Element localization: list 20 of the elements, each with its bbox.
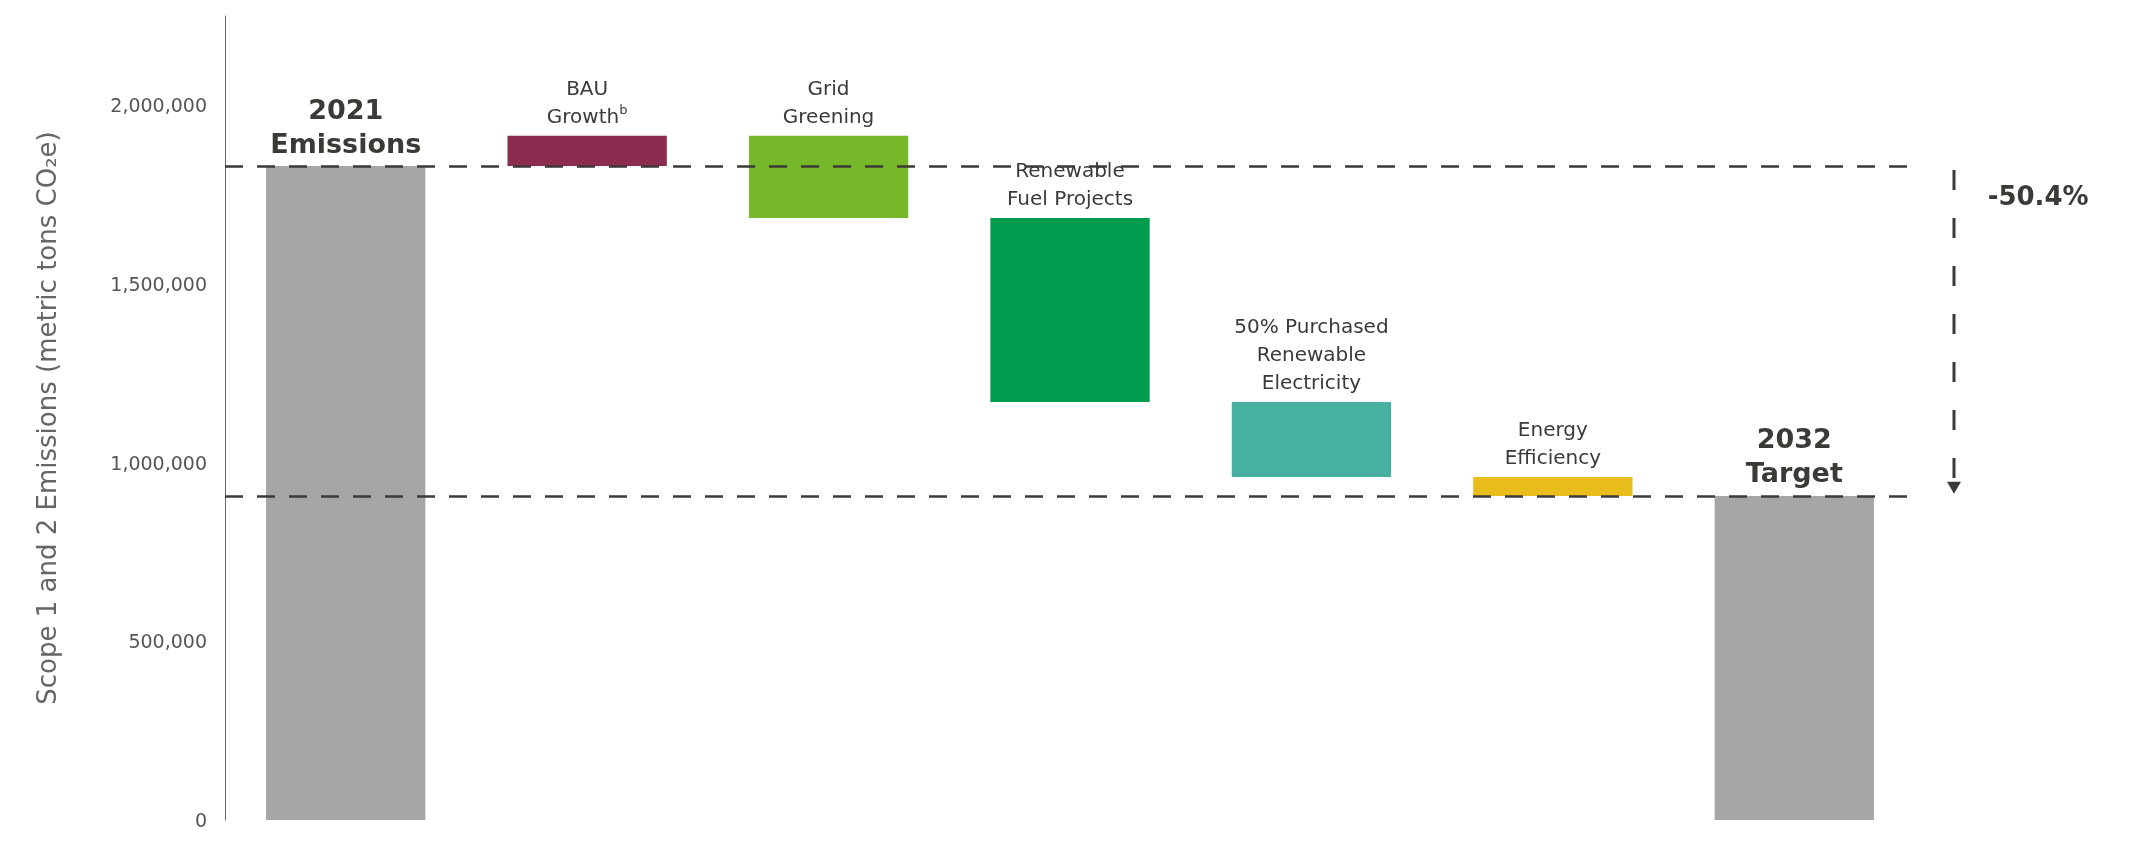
- x-tick-label: Energy Efficiency: [1504, 416, 1602, 469]
- y-tick-label: 0: [194, 809, 207, 831]
- x-tick-label: 2032 Target: [1745, 423, 1843, 489]
- y-tick-label: 1,500,000: [110, 273, 207, 295]
- y-tick-label: 500,000: [128, 630, 207, 653]
- y-tick-label: 1,000,000: [110, 451, 207, 474]
- bar: [1714, 495, 1874, 820]
- x-tick-label: Grid Greening: [782, 75, 875, 128]
- x-tick-label: Renewable Fuel Projects: [1006, 157, 1134, 210]
- bar: [1231, 401, 1392, 477]
- bar: [1473, 476, 1633, 496]
- y-tick-label: 2,000,000: [110, 94, 207, 117]
- bar: [748, 135, 909, 218]
- x-tick-label: 2021 Emissions: [270, 93, 422, 159]
- text: -50.4%: [1987, 180, 2089, 211]
- bar: [990, 217, 1150, 402]
- bar: [507, 135, 667, 167]
- y-axis-title: Scope 1 and 2 Emissions (metric tons CO₂e): [32, 131, 62, 705]
- x-tick-label: 50% Purchased Renewable Electricity: [1234, 313, 1389, 394]
- bar: [266, 166, 426, 820]
